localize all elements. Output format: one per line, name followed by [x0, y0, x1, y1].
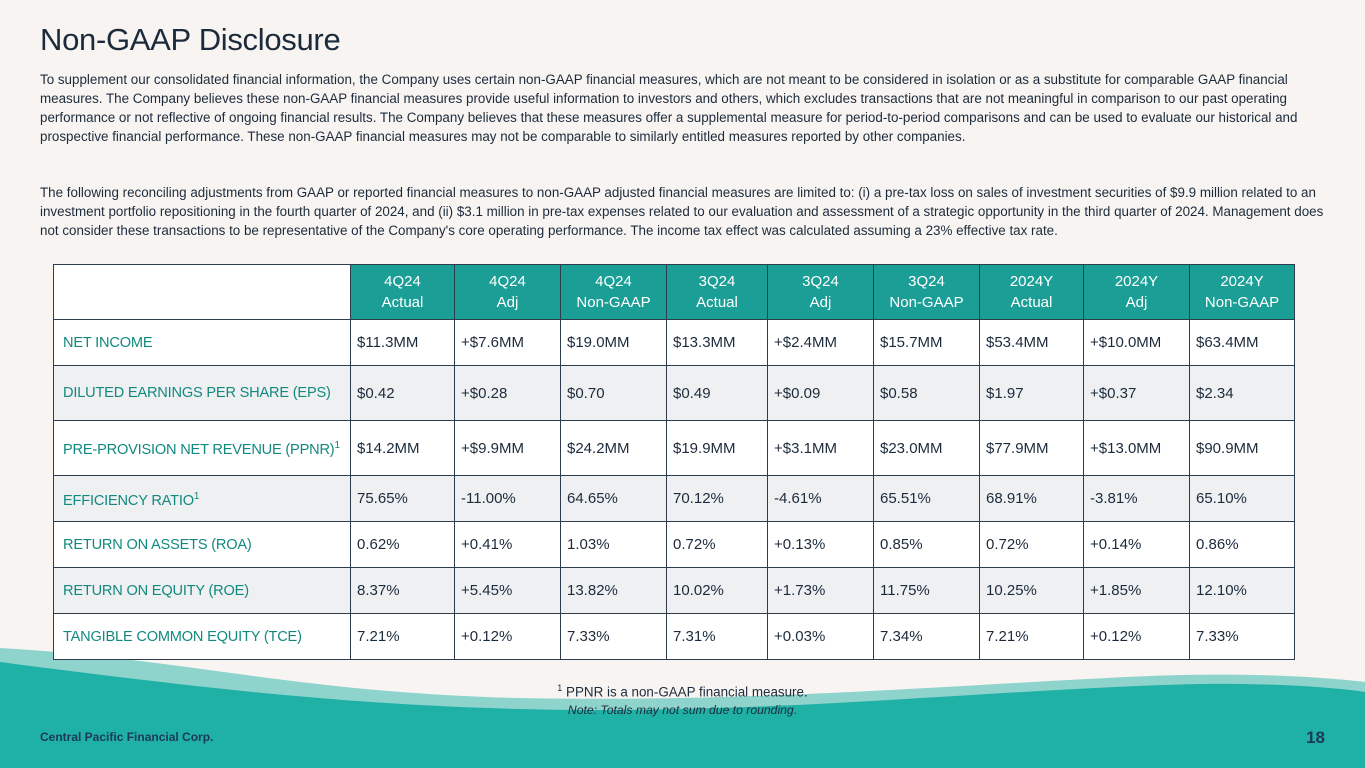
table-cell: 0.62%	[350, 521, 455, 568]
table-cell: $19.9MM	[666, 420, 768, 476]
column-header: 4Q24 Adj	[454, 264, 561, 320]
table-cell: 70.12%	[666, 475, 768, 522]
table-cell: 75.65%	[350, 475, 455, 522]
table-cell: 0.85%	[873, 521, 980, 568]
table-cell: +$10.0MM	[1083, 319, 1190, 366]
non-gaap-reconciliation-table: 4Q24 Actual 4Q24 Adj 4Q24 Non-GAAP 3Q24 Actu…	[53, 264, 1295, 660]
table-cell: $23.0MM	[873, 420, 980, 476]
footnote-text: PPNR is a non-GAAP financial measure.	[566, 684, 808, 700]
table-cell: +0.12%	[1083, 613, 1190, 660]
decorative-wave	[0, 648, 1365, 768]
column-header: 3Q24 Adj	[767, 264, 874, 320]
table-cell: 11.75%	[873, 567, 980, 614]
table-cell: $63.4MM	[1189, 319, 1295, 366]
table-cell: +0.12%	[454, 613, 561, 660]
table-cell: -11.00%	[454, 475, 561, 522]
table-cell: $2.34	[1189, 365, 1295, 421]
table-cell: 13.82%	[560, 567, 667, 614]
table-row: DILUTED EARNINGS PER SHARE (EPS) $0.42 +…	[53, 365, 1295, 421]
table-cell: $13.3MM	[666, 319, 768, 366]
table-cell: 68.91%	[979, 475, 1084, 522]
row-label: RETURN ON EQUITY (ROE)	[53, 567, 351, 614]
table-cell: 10.25%	[979, 567, 1084, 614]
table-cell: 12.10%	[1189, 567, 1295, 614]
table-cell: $15.7MM	[873, 319, 980, 366]
row-label: NET INCOME	[53, 319, 351, 366]
row-label: DILUTED EARNINGS PER SHARE (EPS)	[53, 365, 351, 421]
column-header: 2024Y Adj	[1083, 264, 1190, 320]
table-cell: $1.97	[979, 365, 1084, 421]
page-title: Non-GAAP Disclosure	[40, 22, 341, 57]
table-cell: $77.9MM	[979, 420, 1084, 476]
table-cell: $24.2MM	[560, 420, 667, 476]
company-name: Central Pacific Financial Corp.	[40, 730, 214, 744]
table-cell: 7.31%	[666, 613, 768, 660]
page-number: 18	[1306, 728, 1325, 747]
table-cell: 7.34%	[873, 613, 980, 660]
table-cell: 10.02%	[666, 567, 768, 614]
table-cell: $0.49	[666, 365, 768, 421]
table-cell: +$0.09	[767, 365, 874, 421]
column-header: 2024Y Actual	[979, 264, 1084, 320]
table-row: RETURN ON EQUITY (ROE) 8.37% +5.45% 13.8…	[53, 567, 1295, 614]
adjustments-paragraph: The following reconciling adjustments fr…	[40, 185, 1324, 238]
table-cell: 65.51%	[873, 475, 980, 522]
table-cell: 0.86%	[1189, 521, 1295, 568]
table-cell: 64.65%	[560, 475, 667, 522]
table-cell: +1.73%	[767, 567, 874, 614]
table-row: EFFICIENCY RATIO1 75.65% -11.00% 64.65% …	[53, 475, 1295, 522]
table-row: NET INCOME $11.3MM +$7.6MM $19.0MM $13.3…	[53, 319, 1295, 366]
table-cell: $0.58	[873, 365, 980, 421]
table-cell: 1.03%	[560, 521, 667, 568]
table-cell: +1.85%	[1083, 567, 1190, 614]
table-cell: 0.72%	[979, 521, 1084, 568]
table-cell: 7.21%	[350, 613, 455, 660]
rounding-note: Note: Totals may not sum due to rounding…	[567, 703, 798, 717]
column-header: 4Q24 Non-GAAP	[560, 264, 667, 320]
footnote-marker: 1	[557, 683, 563, 693]
row-label: EFFICIENCY RATIO1	[53, 475, 351, 522]
table-row: TANGIBLE COMMON EQUITY (TCE) 7.21% +0.12…	[53, 613, 1295, 660]
table-cell: +$9.9MM	[454, 420, 561, 476]
table-cell: $14.2MM	[350, 420, 455, 476]
table-cell: +$7.6MM	[454, 319, 561, 366]
table-cell: $19.0MM	[560, 319, 667, 366]
table-cell: +0.41%	[454, 521, 561, 568]
table-row: PRE-PROVISION NET REVENUE (PPNR)1 $14.2M…	[53, 420, 1295, 476]
table-cell: $0.42	[350, 365, 455, 421]
table-cell: 0.72%	[666, 521, 768, 568]
table-cell: $11.3MM	[350, 319, 455, 366]
table-cell: 7.21%	[979, 613, 1084, 660]
column-header: 4Q24 Actual	[350, 264, 455, 320]
table-cell: +$13.0MM	[1083, 420, 1190, 476]
table-cell: -3.81%	[1083, 475, 1190, 522]
table-cell: +0.14%	[1083, 521, 1190, 568]
header-corner	[53, 264, 351, 320]
table-cell: +5.45%	[454, 567, 561, 614]
row-label: RETURN ON ASSETS (ROA)	[53, 521, 351, 568]
table-cell: +$3.1MM	[767, 420, 874, 476]
table-cell: 7.33%	[560, 613, 667, 660]
column-header: 3Q24 Non-GAAP	[873, 264, 980, 320]
table-cell: +$0.37	[1083, 365, 1190, 421]
table-cell: 8.37%	[350, 567, 455, 614]
column-header: 2024Y Non-GAAP	[1189, 264, 1295, 320]
table-cell: +0.13%	[767, 521, 874, 568]
table-cell: -4.61%	[767, 475, 874, 522]
row-label: TANGIBLE COMMON EQUITY (TCE)	[53, 613, 351, 660]
footnote: 1 PPNR is a non-GAAP financial measure.	[0, 683, 1365, 699]
table-cell: +$0.28	[454, 365, 561, 421]
table-row: RETURN ON ASSETS (ROA) 0.62% +0.41% 1.03…	[53, 521, 1295, 568]
table-cell: 7.33%	[1189, 613, 1295, 660]
column-header: 3Q24 Actual	[666, 264, 768, 320]
table-header-row: 4Q24 Actual 4Q24 Adj 4Q24 Non-GAAP 3Q24 Actu…	[53, 264, 1295, 320]
table-cell: $0.70	[560, 365, 667, 421]
table-cell: +$2.4MM	[767, 319, 874, 366]
intro-paragraph: To supplement our consolidated financial…	[40, 72, 1298, 144]
table-cell: $90.9MM	[1189, 420, 1295, 476]
row-label: PRE-PROVISION NET REVENUE (PPNR)1	[53, 420, 351, 476]
table-cell: 65.10%	[1189, 475, 1295, 522]
table-cell: +0.03%	[767, 613, 874, 660]
table-cell: $53.4MM	[979, 319, 1084, 366]
